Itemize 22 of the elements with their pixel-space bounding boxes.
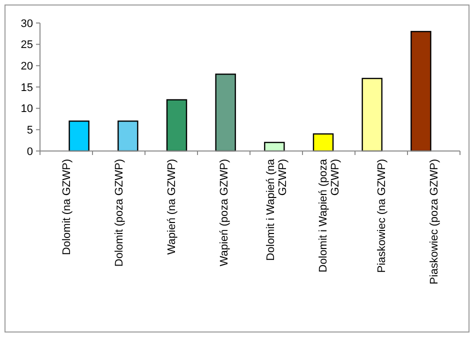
x-tick-label: Piaskowiec (na GZWP) xyxy=(376,159,388,273)
y-tick-label: 25 xyxy=(20,39,33,52)
x-tick-label: Dolomit (na GZWP) xyxy=(61,159,74,255)
bar xyxy=(166,99,188,152)
y-tick-label: 5 xyxy=(26,124,33,137)
y-tick-label: 20 xyxy=(20,60,33,73)
y-tick-label: 10 xyxy=(20,103,33,116)
bar xyxy=(215,74,236,152)
bar xyxy=(312,133,334,152)
bar xyxy=(118,120,138,152)
x-tick-label: Wapień (na GZWP) xyxy=(166,159,178,255)
x-tick-label: Dolomit i Wapień (poza GZWP) xyxy=(318,158,342,272)
bar xyxy=(362,78,382,152)
x-tick-label: Dolomit i Wapień (na GZWP) xyxy=(265,158,290,261)
y-tick-label: 30 xyxy=(20,18,33,30)
y-tick-label: 15 xyxy=(20,82,33,94)
y-tick-label: 0 xyxy=(26,146,33,158)
bar xyxy=(410,30,432,152)
bar xyxy=(68,120,90,152)
x-tick-label: Piaskowiec (poza GZWP) xyxy=(428,159,441,284)
x-tick-label: Wapień (poza GZWP) xyxy=(218,159,231,266)
x-tick-label: Dolomit (poza GZWP) xyxy=(114,159,126,267)
